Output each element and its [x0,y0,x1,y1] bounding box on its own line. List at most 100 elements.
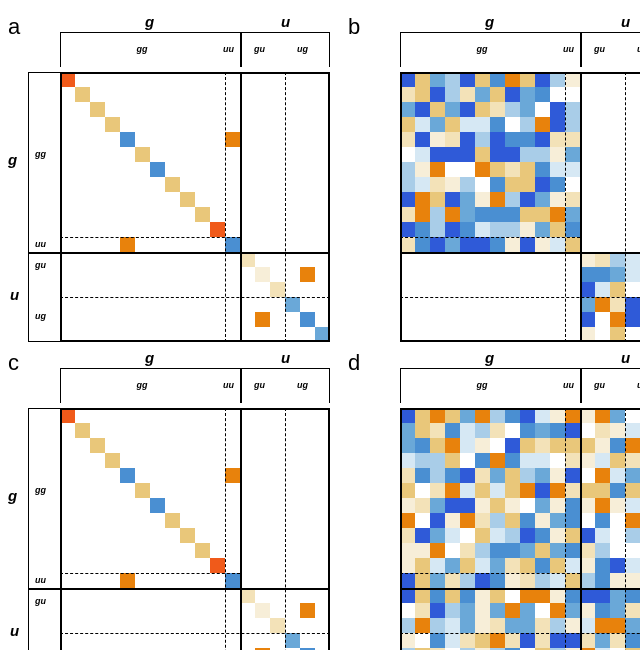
matrix-cell [565,603,580,618]
matrix-cell [580,528,595,543]
matrix-cell [550,423,565,438]
matrix-cell [490,162,505,177]
matrix-cell [415,468,430,483]
matrix-cell [505,408,520,423]
dashed-divider-gu [625,408,626,650]
matrix-cell [505,453,520,468]
matrix-cell [460,603,475,618]
matrix-cell [490,528,505,543]
row-sub-uu: uu [35,239,46,249]
column-sub-uu: uu [563,380,574,390]
matrix-cell [535,72,550,87]
matrix-cell [105,453,120,468]
matrix-cell [475,408,490,423]
matrix-cell [550,207,565,222]
matrix-cell [430,237,445,252]
matrix-cell [535,237,550,252]
dashed-divider-uu [60,237,240,238]
matrix-cell [430,132,445,147]
matrix-cell [595,573,610,588]
matrix-cell [580,483,595,498]
bracket-divider [28,252,60,254]
matrix-cell [460,633,475,648]
matrix-cell [535,483,550,498]
matrix-cell [550,192,565,207]
matrix-cell [595,558,610,573]
matrix-cell [595,438,610,453]
row-sub-ug: ug [35,311,46,321]
matrix-cell [400,192,415,207]
matrix-cell [445,498,460,513]
matrix-cell [625,327,640,342]
matrix-cell [490,222,505,237]
matrix-cell [460,543,475,558]
matrix-cell [490,453,505,468]
matrix-cell [565,72,580,87]
matrix-cell [445,648,460,650]
matrix-cell [550,222,565,237]
matrix-cell [565,498,580,513]
matrix-cell [460,192,475,207]
matrix-cell [255,312,270,327]
matrix-cell [490,192,505,207]
matrix-cell [625,408,640,423]
matrix-cell [225,468,240,483]
matrix-cell [505,588,520,603]
matrix-cell [535,408,550,423]
matrix-cell [460,438,475,453]
matrix-cell [565,618,580,633]
matrix-cell [490,117,505,132]
matrix-cell [625,633,640,648]
matrix-cell [625,282,640,297]
matrix-cell [520,207,535,222]
matrix-cell [400,132,415,147]
matrix-cell [520,87,535,102]
matrix-cell [60,408,75,423]
matrix-cell [505,633,520,648]
matrix-cell [535,453,550,468]
matrix-cell [445,72,460,87]
matrix-cell [565,573,580,588]
matrix-cell [610,633,625,648]
matrix-cell [490,588,505,603]
matrix-cell [430,177,445,192]
matrix-cell [445,603,460,618]
matrix-cell [430,603,445,618]
matrix-cell [595,528,610,543]
matrix-cell [595,603,610,618]
matrix-cell [550,558,565,573]
matrix-cell [475,162,490,177]
matrix-cell [60,72,75,87]
matrix-cell [550,237,565,252]
matrix-cell [415,498,430,513]
matrix-cell [400,453,415,468]
matrix-cell [300,267,315,282]
matrix-cell [550,513,565,528]
panel-letter-c: c [8,350,19,375]
matrix-cell [535,117,550,132]
column-sub-gu: gu [254,44,265,54]
matrix-cell [595,468,610,483]
matrix-cell [460,648,475,650]
matrix-cell [445,117,460,132]
matrix-cell [475,237,490,252]
matrix-cell [580,618,595,633]
matrix-cell [580,408,595,423]
matrix-cell [400,207,415,222]
matrix-cell [520,513,535,528]
matrix-cell [400,147,415,162]
matrix-cell [535,87,550,102]
matrix-cell [580,252,595,267]
matrix-cell [460,237,475,252]
matrix-cell [400,162,415,177]
matrix-cell [475,468,490,483]
matrix-cell [460,87,475,102]
matrix-cell [580,468,595,483]
matrix-cell [580,267,595,282]
matrix-cell [505,423,520,438]
matrix-cell [430,222,445,237]
matrix-cell [490,558,505,573]
matrix-cell [490,543,505,558]
matrix-cell [505,483,520,498]
